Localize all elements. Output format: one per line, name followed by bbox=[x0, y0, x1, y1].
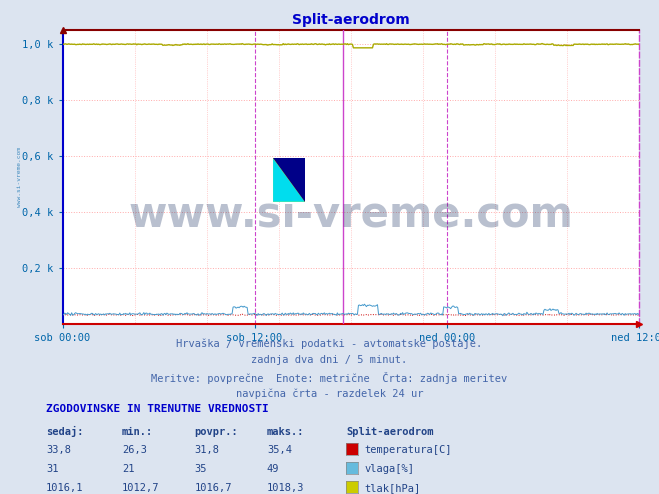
Text: 31,8: 31,8 bbox=[194, 446, 219, 455]
Text: povpr.:: povpr.: bbox=[194, 427, 238, 437]
Text: 49: 49 bbox=[267, 464, 279, 474]
Text: min.:: min.: bbox=[122, 427, 153, 437]
Polygon shape bbox=[273, 159, 304, 202]
Text: 26,3: 26,3 bbox=[122, 446, 147, 455]
Text: 1016,7: 1016,7 bbox=[194, 483, 232, 493]
Bar bbox=[273, 159, 304, 202]
Text: 33,8: 33,8 bbox=[46, 446, 71, 455]
Text: maks.:: maks.: bbox=[267, 427, 304, 437]
Text: vlaga[%]: vlaga[%] bbox=[364, 464, 415, 474]
Text: Split-aerodrom: Split-aerodrom bbox=[346, 427, 434, 437]
Text: 31: 31 bbox=[46, 464, 59, 474]
Text: Hrvaška / vremenski podatki - avtomatske postaje.: Hrvaška / vremenski podatki - avtomatske… bbox=[177, 338, 482, 349]
Text: 35: 35 bbox=[194, 464, 207, 474]
Text: 1018,3: 1018,3 bbox=[267, 483, 304, 493]
Text: www.si-vreme.com: www.si-vreme.com bbox=[17, 147, 22, 206]
Text: temperatura[C]: temperatura[C] bbox=[364, 446, 452, 455]
Text: Meritve: povprečne  Enote: metrične  Črta: zadnja meritev: Meritve: povprečne Enote: metrične Črta:… bbox=[152, 372, 507, 384]
Text: navpična črta - razdelek 24 ur: navpična črta - razdelek 24 ur bbox=[236, 389, 423, 399]
Title: Split-aerodrom: Split-aerodrom bbox=[292, 13, 410, 27]
Text: ZGODOVINSKE IN TRENUTNE VREDNOSTI: ZGODOVINSKE IN TRENUTNE VREDNOSTI bbox=[46, 405, 269, 414]
Text: 1012,7: 1012,7 bbox=[122, 483, 159, 493]
Text: 35,4: 35,4 bbox=[267, 446, 292, 455]
Text: tlak[hPa]: tlak[hPa] bbox=[364, 483, 420, 493]
Text: 1016,1: 1016,1 bbox=[46, 483, 84, 493]
Text: 21: 21 bbox=[122, 464, 134, 474]
Polygon shape bbox=[273, 159, 304, 202]
Text: www.si-vreme.com: www.si-vreme.com bbox=[129, 194, 573, 236]
Text: zadnja dva dni / 5 minut.: zadnja dva dni / 5 minut. bbox=[251, 355, 408, 365]
Text: sedaj:: sedaj: bbox=[46, 426, 84, 437]
